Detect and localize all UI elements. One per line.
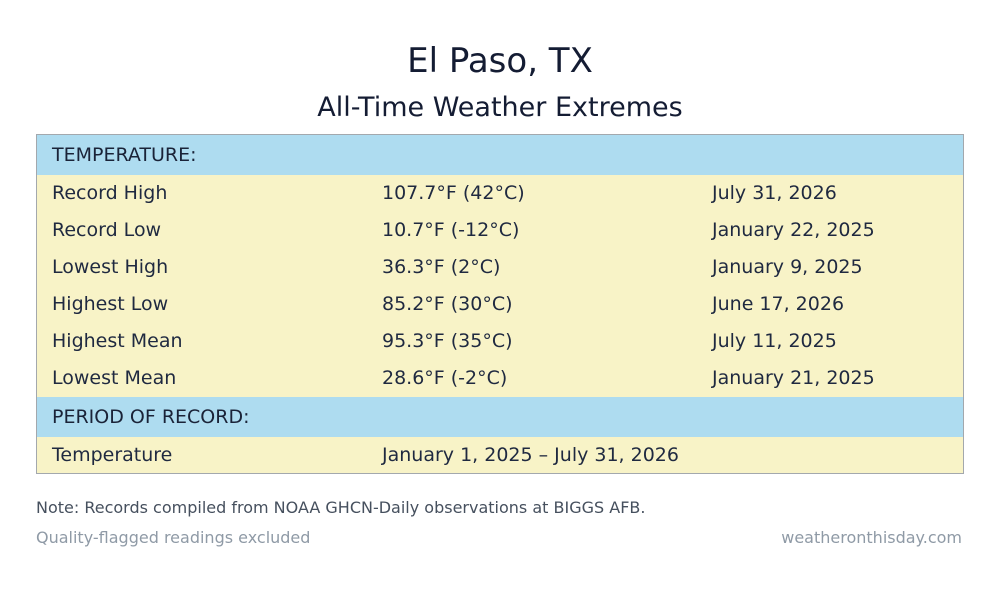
period-section-header: PERIOD OF RECORD: [37,397,963,437]
row-value: 107.7°F (42°C) [382,182,525,204]
table-row: Highest Low 85.2°F (30°C) June 17, 2026 [37,286,963,323]
source-credit: weatheronthisday.com [781,528,962,547]
row-value: 85.2°F (30°C) [382,293,513,315]
row-date: June 17, 2026 [712,293,845,315]
row-date: July 11, 2025 [712,330,837,352]
row-date: January 21, 2025 [712,367,875,389]
row-date: January 9, 2025 [712,256,863,278]
table-row: Lowest Mean 28.6°F (-2°C) January 21, 20… [37,360,963,397]
row-label: Highest Mean [52,330,183,352]
row-label: Record High [52,182,168,204]
period-section-label: PERIOD OF RECORD: [52,406,250,428]
temperature-section-header: TEMPERATURE: [37,135,963,175]
temperature-section-label: TEMPERATURE: [52,144,197,166]
table-row: Record High 107.7°F (42°C) July 31, 2026 [37,175,963,212]
row-value: January 1, 2025 – July 31, 2026 [382,444,679,466]
table-row: Highest Mean 95.3°F (35°C) July 11, 2025 [37,323,963,360]
row-label: Lowest High [52,256,169,278]
row-date: July 31, 2026 [712,182,837,204]
page-subtitle: All-Time Weather Extremes [317,92,683,123]
data-note: Note: Records compiled from NOAA GHCN-Da… [36,498,646,517]
row-value: 36.3°F (2°C) [382,256,501,278]
row-label: Temperature [52,444,173,466]
table-row: Record Low 10.7°F (-12°C) January 22, 20… [37,212,963,249]
row-label: Lowest Mean [52,367,177,389]
row-value: 95.3°F (35°C) [382,330,513,352]
table-row: Temperature January 1, 2025 – July 31, 2… [37,437,963,474]
table-row: Lowest High 36.3°F (2°C) January 9, 2025 [37,249,963,286]
page-title: El Paso, TX [407,41,593,81]
row-value: 28.6°F (-2°C) [382,367,508,389]
quality-note: Quality-flagged readings excluded [36,528,311,547]
row-date: January 22, 2025 [712,219,875,241]
row-value: 10.7°F (-12°C) [382,219,520,241]
row-label: Record Low [52,219,162,241]
extremes-table: TEMPERATURE: Record High 107.7°F (42°C) … [36,134,964,474]
row-label: Highest Low [52,293,169,315]
